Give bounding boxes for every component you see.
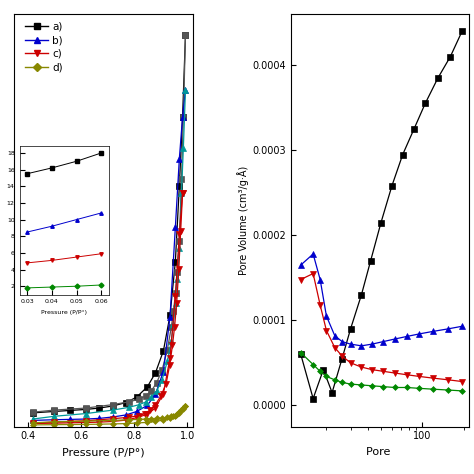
- Legend: a), b), c), d): a), b), c), d): [23, 19, 65, 74]
- X-axis label: Pressure (P/P°): Pressure (P/P°): [62, 447, 145, 457]
- Y-axis label: Pore Volume (cm³/g·Å): Pore Volume (cm³/g·Å): [237, 166, 249, 275]
- X-axis label: Pore : Pore: [366, 447, 394, 457]
